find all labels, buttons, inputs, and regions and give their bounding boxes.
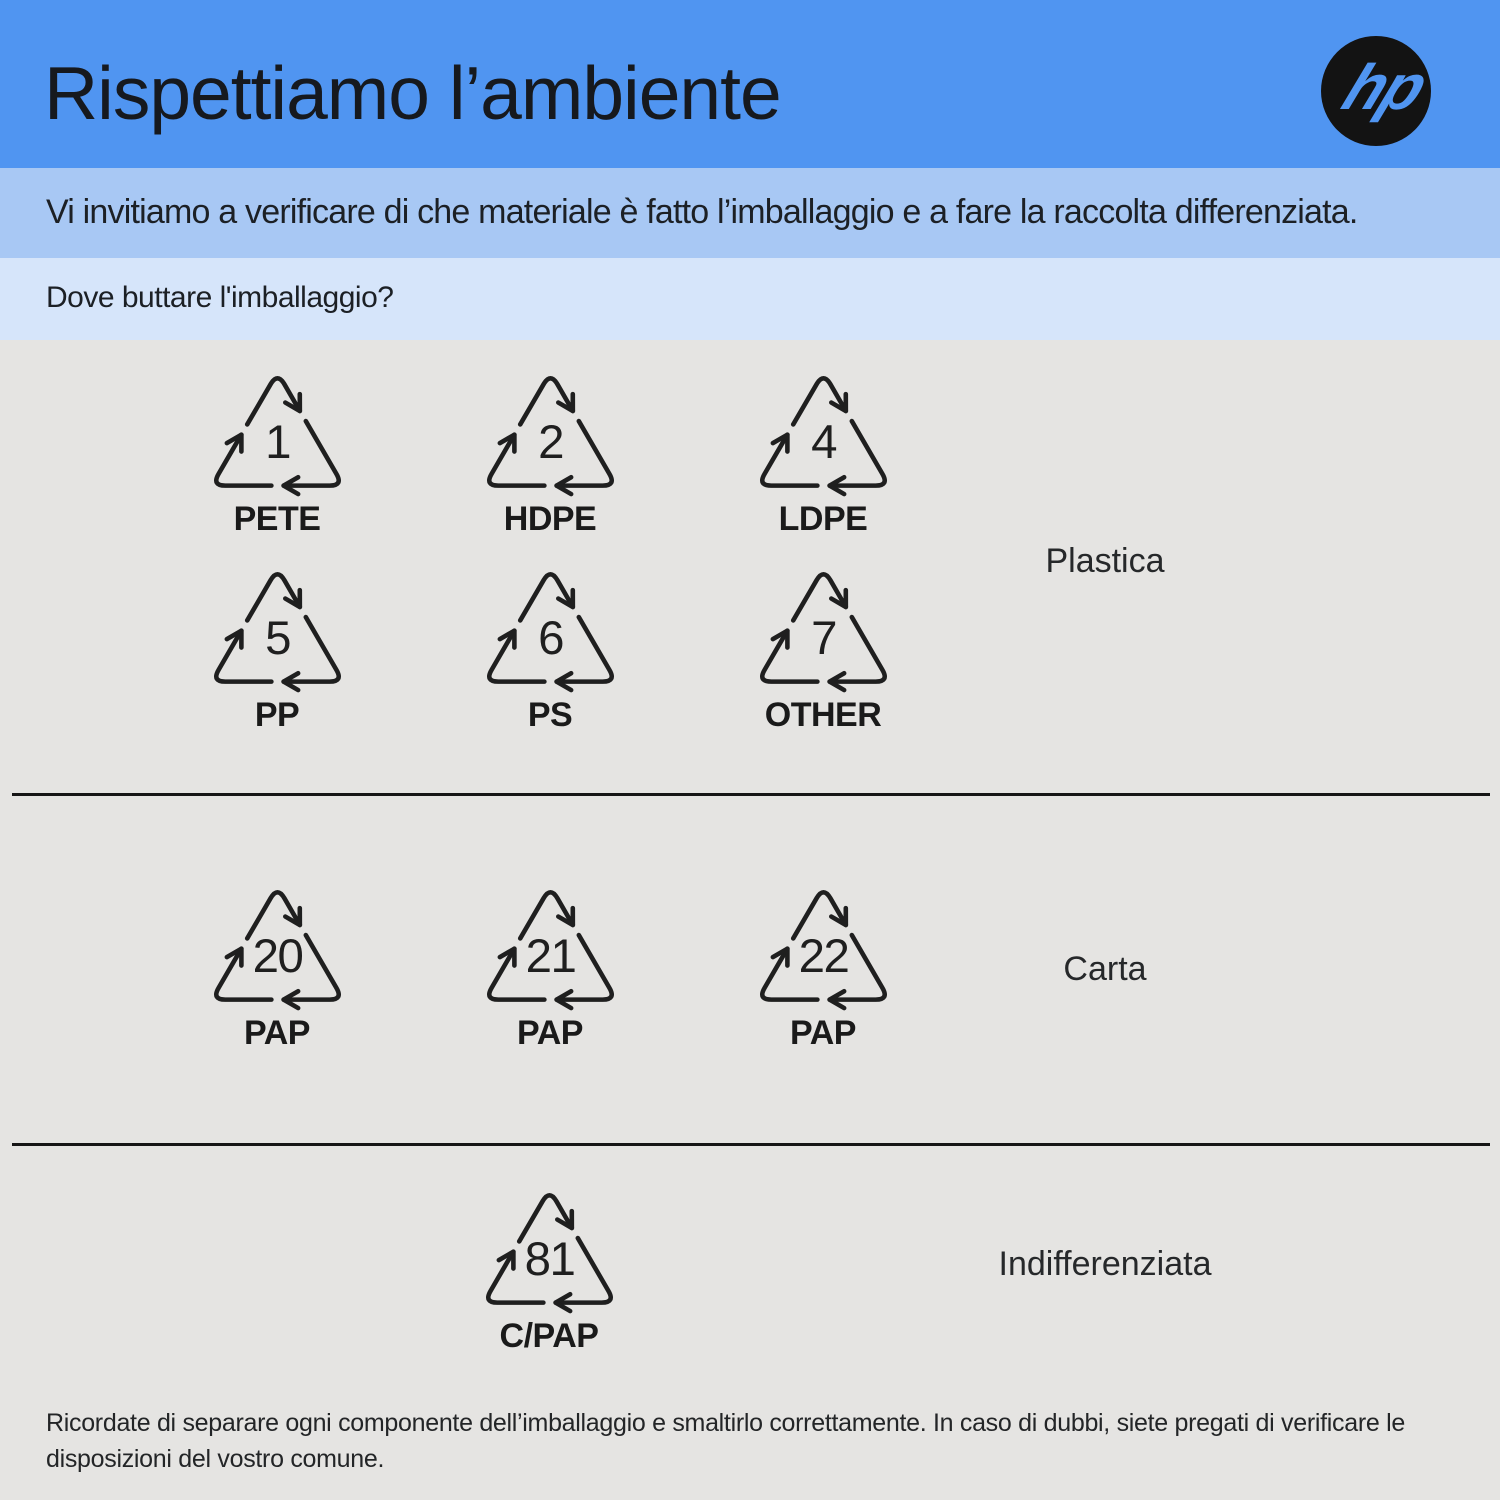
recycling-symbol-pap-22: 22 PAP xyxy=(703,871,943,1053)
resin-code: 7 xyxy=(811,612,836,665)
symbol-label: C/PAP xyxy=(499,1317,599,1355)
recycling-triangle-icon: 2 xyxy=(474,357,627,498)
resin-code: 20 xyxy=(252,930,302,983)
recycling-triangle-icon: 20 xyxy=(201,871,354,1012)
recycling-triangle-icon: 6 xyxy=(474,553,627,694)
recycling-symbol-pap-21: 21 PAP xyxy=(430,871,670,1053)
recycling-symbol-pp: 5 PP xyxy=(157,553,397,735)
recycling-symbol-pap-20: 20 PAP xyxy=(157,871,397,1053)
symbol-label: PP xyxy=(254,696,300,734)
recycling-triangle-icon: 22 xyxy=(747,871,900,1012)
resin-code: 81 xyxy=(524,1233,574,1286)
symbol-label: PETE xyxy=(233,500,321,538)
symbol-label: PAP xyxy=(244,1014,310,1052)
resin-code: 4 xyxy=(811,416,836,469)
category-label-plastica: Plastica xyxy=(1045,542,1165,580)
symbol-label: PS xyxy=(527,696,573,734)
resin-code: 2 xyxy=(538,416,563,469)
recycling-symbol-other: 7 OTHER xyxy=(703,553,943,735)
recycling-symbol-cpap: 81 C/PAP xyxy=(429,1174,669,1356)
recycling-triangle-icon: 81 xyxy=(473,1174,626,1315)
symbols-section-background xyxy=(0,340,1500,1500)
question-text: Dove buttare l'imballaggio? xyxy=(46,281,394,314)
recycling-triangle-icon: 7 xyxy=(747,553,900,694)
recycling-triangle-icon: 21 xyxy=(474,871,627,1012)
intro-band xyxy=(0,168,1500,258)
category-label-indifferenziata: Indifferenziata xyxy=(998,1245,1212,1283)
section-divider xyxy=(12,1143,1490,1146)
symbol-label: LDPE xyxy=(778,500,868,538)
resin-code: 6 xyxy=(538,612,563,665)
hp-logo-icon: hp xyxy=(1321,36,1434,146)
symbol-label: PAP xyxy=(517,1014,583,1052)
recycling-triangle-icon: 5 xyxy=(201,553,354,694)
resin-code: 22 xyxy=(798,930,848,983)
recycling-symbol-hdpe: 2 HDPE xyxy=(430,357,670,539)
category-label-carta: Carta xyxy=(1063,950,1147,988)
symbol-label: OTHER xyxy=(764,696,882,734)
recycling-symbol-pete: 1 PETE xyxy=(157,357,397,539)
recycling-triangle-icon: 4 xyxy=(747,357,900,498)
recycling-symbol-ldpe: 4 LDPE xyxy=(703,357,943,539)
resin-code: 21 xyxy=(525,930,575,983)
header-band xyxy=(0,0,1500,168)
section-divider xyxy=(12,793,1490,796)
symbol-label: HDPE xyxy=(503,500,597,538)
intro-text: Vi invitiamo a verificare di che materia… xyxy=(46,193,1358,231)
recycling-triangle-icon: 1 xyxy=(201,357,354,498)
symbol-label: PAP xyxy=(790,1014,856,1052)
recycling-symbol-ps: 6 PS xyxy=(430,553,670,735)
resin-code: 5 xyxy=(265,612,290,665)
resin-code: 1 xyxy=(265,416,290,469)
question-band xyxy=(0,258,1500,340)
footer-note: Ricordate di separare ogni componente de… xyxy=(46,1409,1405,1474)
page-title: Rispettiamo l’ambiente xyxy=(44,51,782,135)
